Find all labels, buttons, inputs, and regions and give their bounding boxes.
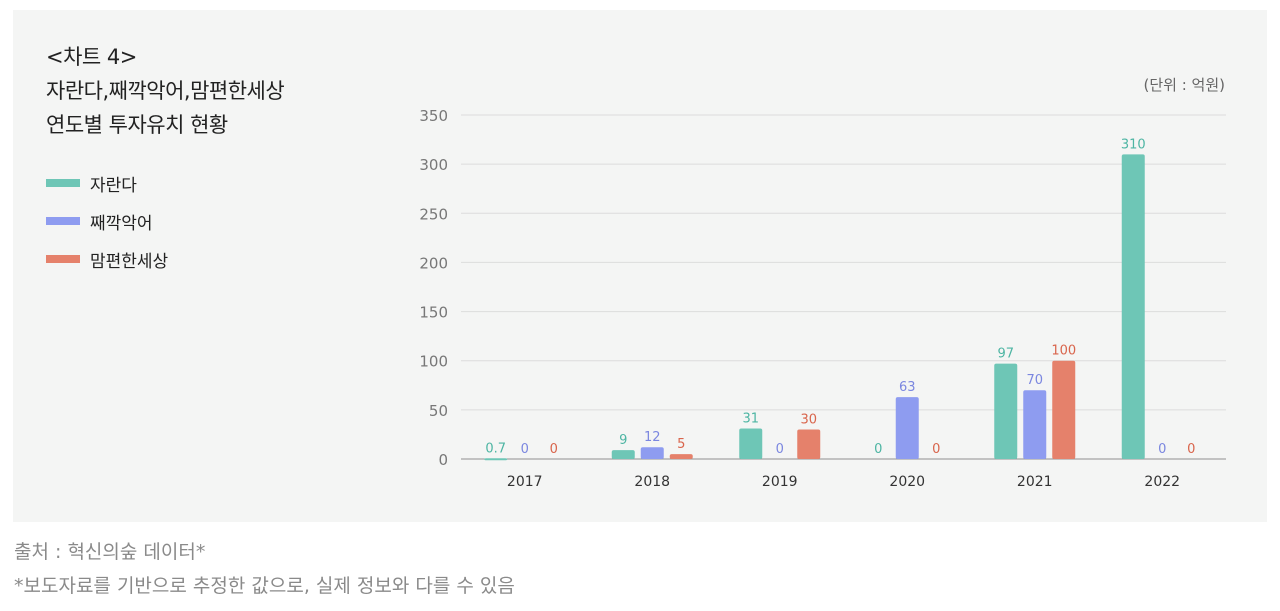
x-tick-label: 2017 (507, 474, 543, 490)
data-label: 70 (1026, 373, 1043, 388)
data-label: 0 (550, 442, 558, 457)
chart-panel: <차트 4> 자란다,째깍악어,맘편한세상 연도별 투자유치 현황 자란다 째깍… (13, 10, 1267, 522)
data-label: 12 (644, 430, 661, 445)
data-label: 0 (1187, 442, 1195, 457)
y-tick-label: 300 (419, 156, 448, 174)
bar (797, 429, 821, 459)
bar (484, 458, 508, 461)
source-note: 출처 : 혁신의숲 데이터* (14, 541, 206, 563)
data-label: 0 (1158, 442, 1166, 457)
data-label: 97 (997, 347, 1014, 362)
data-label: 63 (899, 380, 916, 395)
data-label: 31 (742, 412, 759, 427)
y-tick-label: 50 (429, 402, 448, 420)
chart-title-subject: 연도별 투자유치 현황 (46, 113, 228, 137)
legend-label-mompyeon: 맘편한세상 (90, 251, 169, 272)
legend-item-mompyeon: 맘편한세상 (46, 240, 168, 278)
disclaimer-note: *보도자료를 기반으로 추정한 값으로, 실제 정보와 다를 수 있음 (14, 575, 515, 597)
bar (1121, 154, 1145, 460)
footnotes: 출처 : 혁신의숲 데이터* *보도자료를 기반으로 추정한 값으로, 실제 정… (14, 535, 515, 603)
data-label: 0 (874, 442, 882, 457)
chart-title-companies: 자란다,째깍악어,맘편한세상 (46, 79, 285, 103)
legend-item-jjakkak: 째깍악어 (46, 202, 168, 240)
y-tick-label: 150 (419, 304, 448, 322)
bar (739, 428, 763, 459)
y-tick-label: 250 (419, 205, 448, 223)
data-label: 0 (521, 442, 529, 457)
data-label: 0.7 (485, 441, 506, 456)
y-tick-label: 100 (419, 353, 448, 371)
x-tick-label: 2019 (762, 474, 798, 490)
legend-swatch-jaranda (46, 179, 80, 187)
bar (1052, 360, 1076, 459)
x-tick-label: 2020 (889, 474, 925, 490)
legend-swatch-jjakkak (46, 217, 80, 225)
bar (895, 397, 919, 459)
data-label: 100 (1051, 344, 1076, 359)
bar (1023, 390, 1047, 459)
legend: 자란다 째깍악어 맘편한세상 (46, 164, 168, 278)
y-tick-label: 0 (438, 451, 448, 469)
bar (640, 447, 664, 459)
legend-label-jjakkak: 째깍악어 (90, 213, 153, 234)
y-tick-label: 350 (419, 107, 448, 125)
data-label: 0 (776, 442, 784, 457)
chart-title: <차트 4> 자란다,째깍악어,맘편한세상 연도별 투자유치 현황 (46, 40, 406, 142)
data-label: 0 (932, 442, 940, 457)
legend-swatch-mompyeon (46, 255, 80, 263)
unit-note: (단위 : 억원) (1143, 76, 1226, 94)
data-label: 5 (677, 437, 685, 452)
y-tick-label: 200 (419, 254, 448, 272)
legend-item-jaranda: 자란다 (46, 164, 168, 202)
data-label: 30 (800, 413, 817, 428)
x-tick-label: 2022 (1144, 474, 1180, 490)
x-tick-label: 2021 (1017, 474, 1053, 490)
bar (611, 450, 635, 459)
data-label: 9 (619, 433, 627, 448)
data-label: 310 (1121, 137, 1146, 152)
chart-number: <차트 4> (46, 45, 137, 69)
bar (669, 454, 693, 459)
bar (994, 363, 1018, 459)
legend-label-jaranda: 자란다 (90, 175, 137, 196)
x-tick-label: 2018 (634, 474, 670, 490)
